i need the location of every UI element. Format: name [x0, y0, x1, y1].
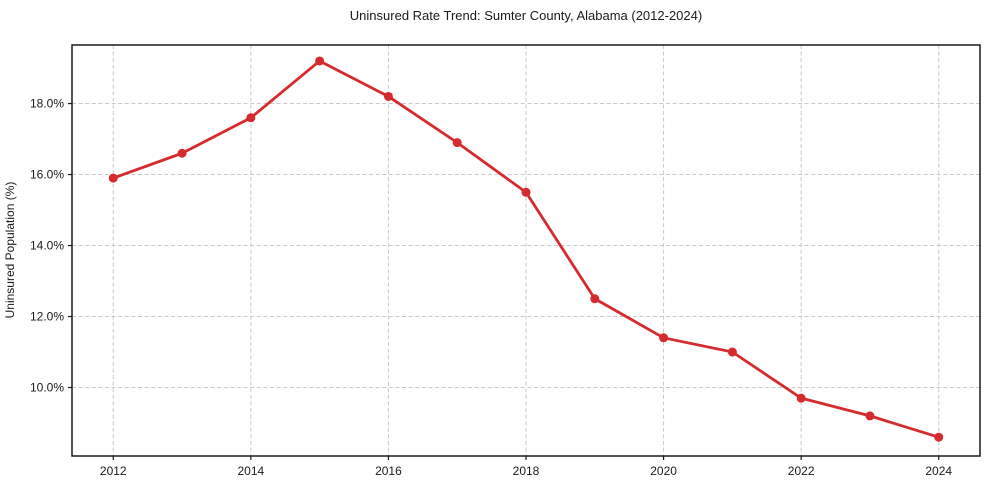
y-tick-label: 10.0%	[30, 381, 64, 395]
x-tick-label: 2022	[788, 464, 815, 478]
x-tick-label: 2020	[650, 464, 677, 478]
data-point-marker	[452, 138, 462, 148]
y-tick-label: 12.0%	[30, 310, 64, 324]
data-point-marker	[177, 148, 187, 158]
data-point-marker	[108, 173, 118, 183]
data-point-marker	[521, 187, 531, 197]
data-point-marker	[246, 113, 256, 123]
data-point-marker	[659, 333, 669, 343]
x-tick-label: 2016	[375, 464, 402, 478]
data-point-marker	[590, 294, 600, 304]
data-series	[108, 56, 944, 442]
data-point-marker	[383, 91, 393, 101]
axes-layer: 2012 2014 2016 2018 2020 2022 2024 10.0% 12.0% 14…	[30, 44, 981, 478]
x-tick-label: 2018	[513, 464, 540, 478]
y-tick-label: 14.0%	[30, 239, 64, 253]
x-tick-label: 2024	[925, 464, 952, 478]
y-tick-label: 18.0%	[30, 97, 64, 111]
x-tick-label: 2012	[100, 464, 127, 478]
grid-layer	[72, 45, 980, 456]
chart-title: Uninsured Rate Trend: Sumter County, Ala…	[350, 8, 702, 23]
trend-line	[111, 59, 941, 439]
data-point-marker	[315, 56, 325, 66]
data-point-marker	[796, 393, 806, 403]
x-tick-label: 2014	[237, 464, 264, 478]
y-tick-label: 16.0%	[30, 168, 64, 182]
data-point-marker	[727, 347, 737, 357]
y-axis-label: Uninsured Population (%)	[3, 182, 17, 319]
data-point-marker	[934, 432, 944, 442]
data-point-marker	[865, 411, 875, 421]
